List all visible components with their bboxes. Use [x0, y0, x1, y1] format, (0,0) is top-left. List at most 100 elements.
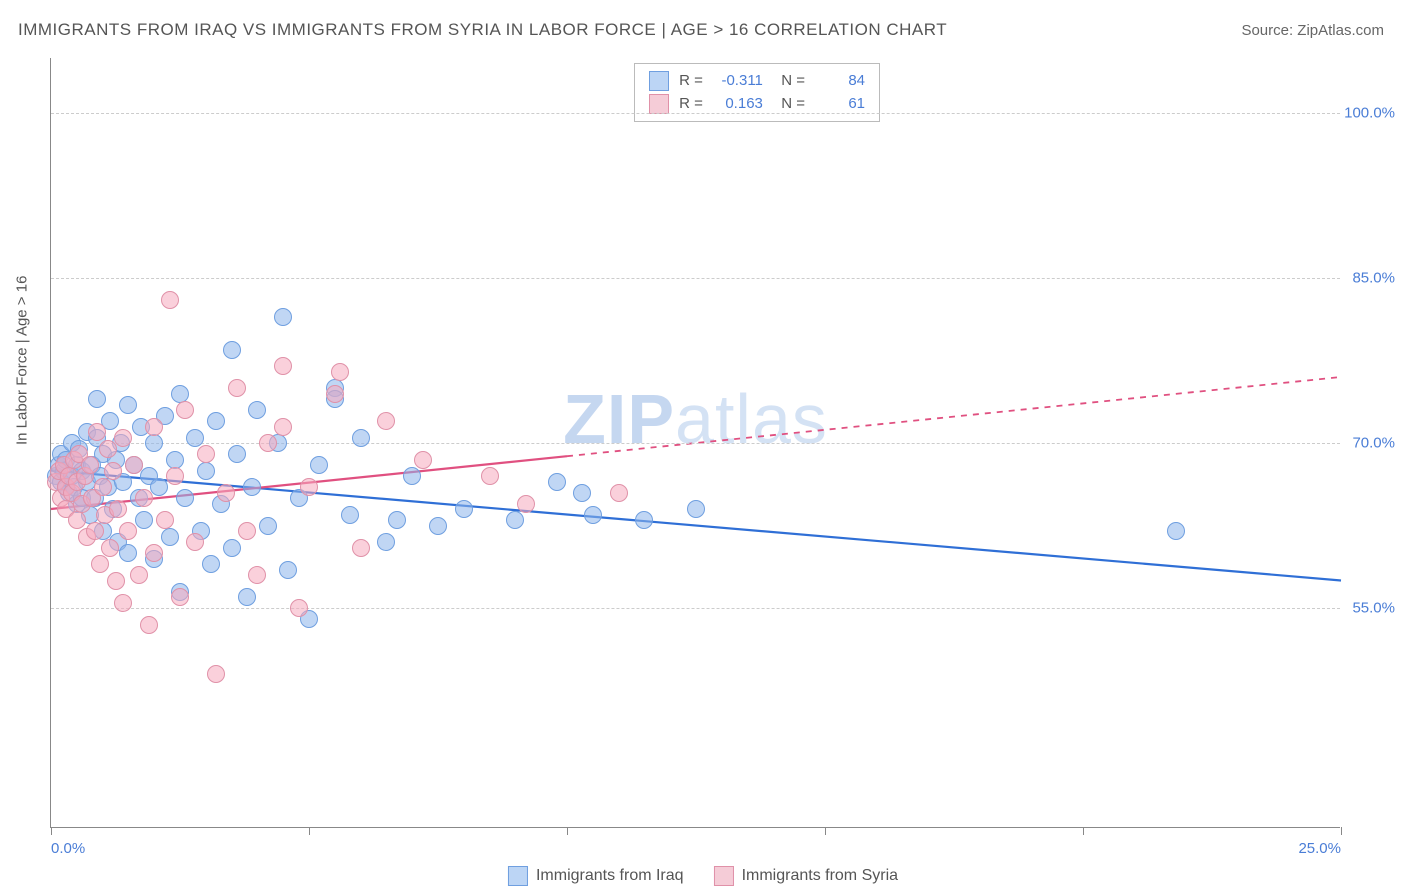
scatter-point [145, 544, 163, 562]
x-tick-label: 25.0% [1298, 840, 1341, 857]
scatter-point [217, 484, 235, 502]
scatter-point [202, 555, 220, 573]
stats-swatch [649, 71, 669, 91]
scatter-point [352, 539, 370, 557]
scatter-point [635, 511, 653, 529]
scatter-point [429, 517, 447, 535]
y-axis-label: In Labor Force | Age > 16 [14, 276, 31, 445]
scatter-point [114, 429, 132, 447]
scatter-point [274, 308, 292, 326]
gridline [51, 113, 1340, 114]
y-tick-label: 100.0% [1344, 105, 1395, 122]
scatter-point [223, 341, 241, 359]
x-tick [567, 827, 568, 835]
scatter-point [377, 533, 395, 551]
scatter-point [403, 467, 421, 485]
stats-row: R =0.163 N =61 [649, 93, 865, 116]
scatter-point [687, 500, 705, 518]
scatter-point [119, 522, 137, 540]
scatter-point [228, 379, 246, 397]
scatter-point [481, 467, 499, 485]
x-tick [309, 827, 310, 835]
scatter-point [88, 390, 106, 408]
scatter-point [207, 665, 225, 683]
scatter-point [352, 429, 370, 447]
x-tick [1083, 827, 1084, 835]
gridline [51, 443, 1340, 444]
gridline [51, 278, 1340, 279]
scatter-point [455, 500, 473, 518]
x-tick [51, 827, 52, 835]
scatter-point [86, 522, 104, 540]
scatter-point [104, 462, 122, 480]
trendline-dashed [567, 377, 1341, 456]
scatter-point [248, 566, 266, 584]
scatter-point [166, 451, 184, 469]
x-tick [825, 827, 826, 835]
scatter-point [274, 418, 292, 436]
bottom-legend: Immigrants from Iraq Immigrants from Syr… [508, 866, 898, 886]
scatter-point [326, 385, 344, 403]
scatter-point [107, 572, 125, 590]
scatter-point [517, 495, 535, 513]
scatter-point [223, 539, 241, 557]
scatter-point [610, 484, 628, 502]
scatter-point [88, 423, 106, 441]
scatter-point [130, 566, 148, 584]
scatter-point [274, 357, 292, 375]
stat-n-value: 84 [815, 70, 865, 93]
scatter-point [68, 511, 86, 529]
legend-swatch-syria [714, 866, 734, 886]
x-tick [1341, 827, 1342, 835]
scatter-point [238, 588, 256, 606]
scatter-point [186, 533, 204, 551]
scatter-point [145, 434, 163, 452]
gridline [51, 608, 1340, 609]
scatter-point [176, 401, 194, 419]
scatter-point [150, 478, 168, 496]
legend-swatch-iraq [508, 866, 528, 886]
scatter-point [243, 478, 261, 496]
scatter-point [573, 484, 591, 502]
stats-swatch [649, 94, 669, 114]
stat-n-label: N = [773, 70, 805, 93]
scatter-point [171, 588, 189, 606]
scatter-point [171, 385, 189, 403]
source-label: Source: ZipAtlas.com [1241, 22, 1384, 39]
y-tick-label: 85.0% [1352, 270, 1395, 287]
scatter-point [300, 478, 318, 496]
scatter-point [166, 467, 184, 485]
scatter-point [140, 616, 158, 634]
scatter-point [135, 489, 153, 507]
stat-r-value: -0.311 [713, 70, 763, 93]
stat-n-label: N = [773, 93, 805, 116]
scatter-point [259, 434, 277, 452]
plot-area: ZIPatlas R =-0.311 N =84R =0.163 N =61 5… [50, 58, 1340, 828]
scatter-point [197, 462, 215, 480]
scatter-point [414, 451, 432, 469]
scatter-point [145, 418, 163, 436]
scatter-point [125, 456, 143, 474]
scatter-point [377, 412, 395, 430]
scatter-point [331, 363, 349, 381]
scatter-point [91, 555, 109, 573]
scatter-point [135, 511, 153, 529]
scatter-point [101, 539, 119, 557]
scatter-point [259, 517, 277, 535]
scatter-point [81, 456, 99, 474]
scatter-point [114, 594, 132, 612]
scatter-point [584, 506, 602, 524]
stats-row: R =-0.311 N =84 [649, 70, 865, 93]
scatter-point [94, 478, 112, 496]
scatter-point [228, 445, 246, 463]
scatter-point [197, 445, 215, 463]
scatter-point [186, 429, 204, 447]
scatter-point [161, 291, 179, 309]
stat-n-value: 61 [815, 93, 865, 116]
y-tick-label: 70.0% [1352, 435, 1395, 452]
scatter-point [248, 401, 266, 419]
scatter-point [548, 473, 566, 491]
scatter-point [1167, 522, 1185, 540]
scatter-point [109, 500, 127, 518]
legend-label-syria: Immigrants from Syria [742, 867, 898, 885]
